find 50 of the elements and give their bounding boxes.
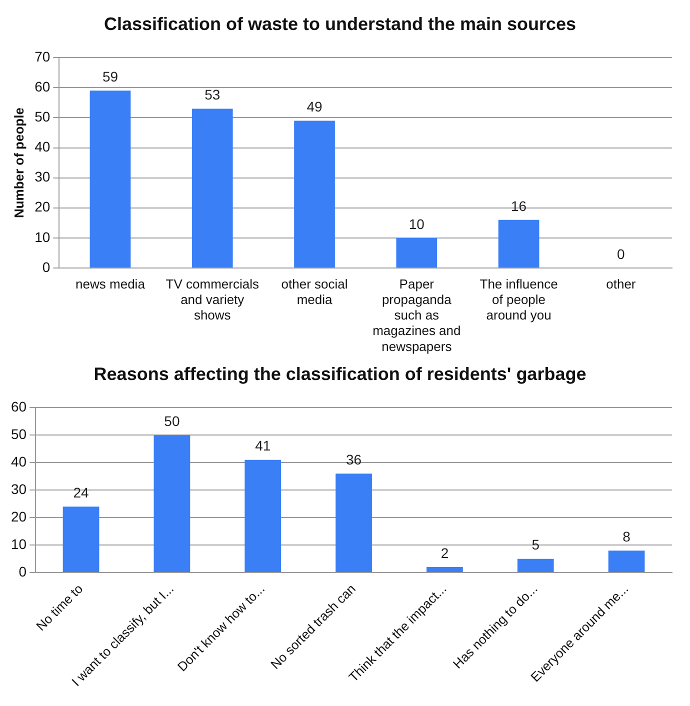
- bar: [192, 108, 233, 268]
- x-tick-label: TV commercials and variety shows: [166, 276, 260, 323]
- bar: [90, 90, 131, 268]
- data-label: 8: [622, 528, 631, 544]
- y-tick-label: 40: [10, 453, 27, 470]
- bar: [336, 474, 372, 572]
- data-label: 53: [204, 86, 220, 103]
- x-tick-label: No time to: [33, 581, 86, 634]
- bar: [244, 460, 282, 572]
- data-label: 50: [164, 412, 180, 429]
- chart-title: Reasons affecting the classification of residents' garbage: [94, 364, 586, 384]
- data-label: 36: [346, 451, 362, 468]
- data-label: 0: [617, 246, 626, 262]
- y-tick-label: 30: [10, 480, 27, 497]
- chart-title: Classification of waste to understand the main sources: [104, 14, 576, 34]
- x-tick-label: The influence of people around you: [480, 276, 558, 323]
- y-tick-label: 20: [10, 508, 27, 524]
- bar: [396, 238, 438, 268]
- x-tick-label: other: [606, 276, 636, 292]
- y-tick-label: 10: [34, 228, 50, 245]
- y-tick-label: 20: [34, 198, 50, 215]
- data-label: 24: [73, 484, 90, 500]
- data-label: 59: [102, 68, 118, 85]
- x-tick-label: other social media: [281, 276, 348, 307]
- bar: [608, 550, 645, 572]
- data-label: 41: [255, 438, 271, 454]
- y-tick-label: 50: [10, 426, 27, 442]
- bar: [154, 435, 190, 572]
- data-label: 2: [440, 544, 449, 561]
- bar: [498, 220, 540, 268]
- bar: [426, 567, 463, 572]
- x-tick-label: Paper propaganda such as magazines and newspapers: [372, 276, 461, 354]
- data-label: 10: [408, 216, 425, 232]
- bar: [517, 558, 554, 572]
- bar: [62, 506, 100, 572]
- y-tick-label: 30: [34, 168, 50, 185]
- y-tick-label: 10: [10, 536, 27, 552]
- y-tick-label: 60: [34, 78, 50, 95]
- y-tick-label: 60: [10, 398, 27, 414]
- y-tick-label: 0: [42, 258, 50, 275]
- y-tick-label: 0: [18, 563, 27, 580]
- data-label: 16: [511, 198, 527, 214]
- data-label: 49: [306, 98, 323, 115]
- data-label: 5: [532, 536, 540, 553]
- bar: [294, 120, 335, 268]
- y-tick-label: 40: [34, 138, 50, 155]
- y-tick-label: 50: [34, 108, 50, 125]
- x-tick-label: news media: [76, 276, 146, 292]
- y-axis-title: Number of people: [11, 108, 26, 218]
- y-tick-label: 70: [34, 48, 50, 64]
